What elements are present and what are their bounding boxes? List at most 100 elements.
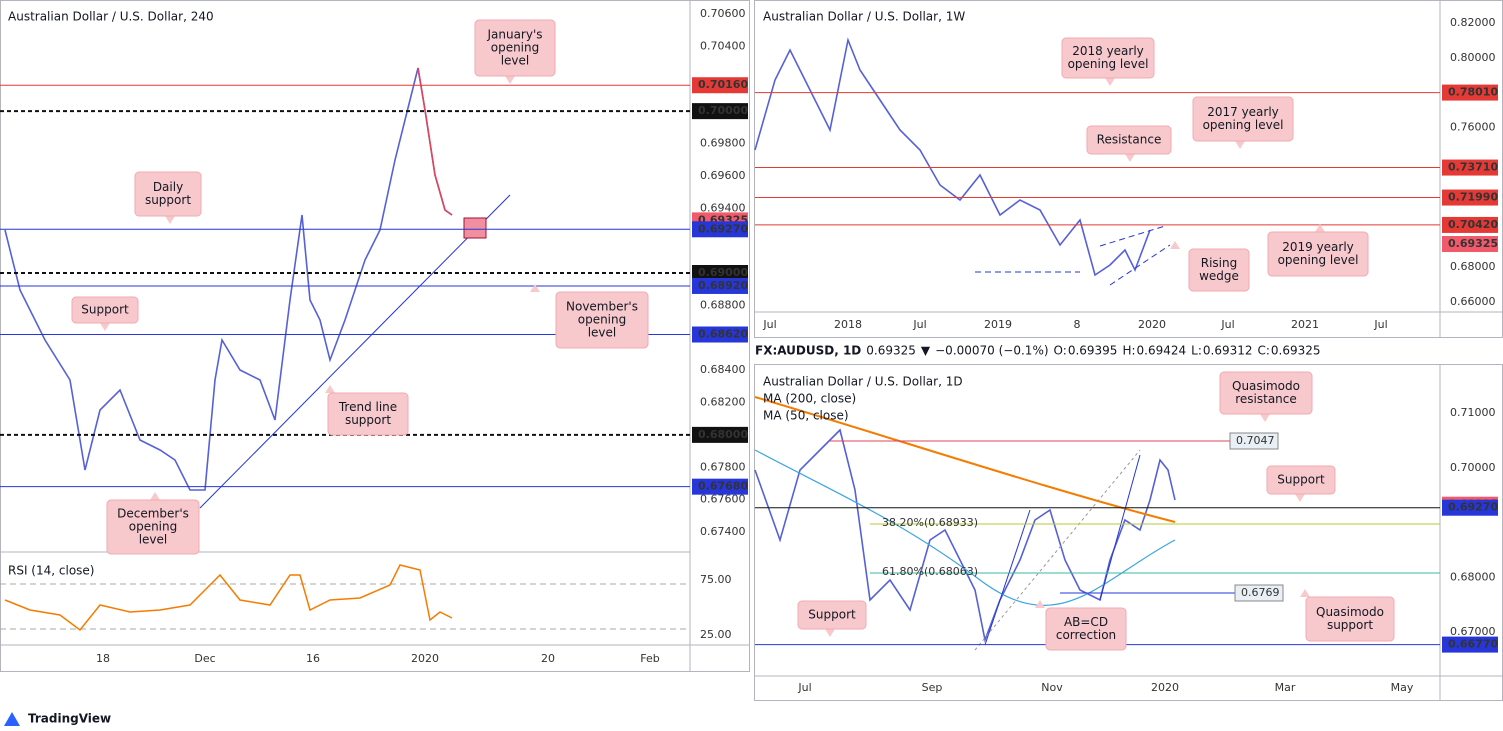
- price-label-box: [1229, 432, 1279, 450]
- callout: [555, 291, 649, 349]
- logo: [4, 712, 20, 726]
- level-label: 0.69270: [698, 222, 748, 235]
- date-label: 18: [96, 652, 110, 665]
- price-tick-label: 0.67000: [1450, 625, 1496, 638]
- level-tag: [692, 77, 748, 94]
- callout-text: Rising: [1201, 256, 1237, 270]
- callout-text: opening: [129, 520, 178, 534]
- abcd-lines: [974, 449, 1141, 651]
- level-label: 0.66770: [1448, 638, 1498, 651]
- date-label: 2018: [834, 318, 862, 331]
- callout-pointer: [325, 385, 335, 393]
- abcd-leg: [1099, 454, 1141, 601]
- price-tick-label: 0.69400: [700, 201, 746, 214]
- panel-frames: [0, 0, 1503, 701]
- quote-text: −0.00070 (−0.1%): [935, 344, 1048, 358]
- callout: [1219, 371, 1313, 415]
- callout-text: Quasimodo: [1316, 605, 1384, 619]
- level-label: 0.78010: [1448, 86, 1498, 99]
- callout-text: opening level: [1068, 57, 1149, 71]
- callout-text: opening level: [1203, 118, 1284, 132]
- callout-text: Resistance: [1097, 133, 1162, 147]
- level-tag: [692, 326, 748, 343]
- quote-text: 0.69424: [1137, 344, 1187, 358]
- level-label: 0.68620: [698, 328, 748, 341]
- callout-text: resistance: [1235, 392, 1297, 406]
- callout: [106, 499, 200, 555]
- left-frame: [0, 0, 750, 672]
- quote-text: C:: [1258, 344, 1270, 358]
- price-tick-label: 0.76000: [1450, 121, 1496, 134]
- price-tick-label: 0.80000: [1450, 51, 1496, 64]
- price-tick-label: 0.67400: [700, 525, 746, 538]
- date-label: Jul: [762, 318, 776, 331]
- callout-pointer: [100, 323, 110, 331]
- fib-label: 38.20%(0.68933): [882, 516, 978, 529]
- level-tag: [1442, 236, 1498, 253]
- date-label: 2020: [1138, 318, 1166, 331]
- daily-frame: [754, 364, 1503, 701]
- callout-text: Daily: [153, 180, 183, 194]
- callout-pointer: [1260, 414, 1270, 422]
- price-tick-label: 0.66000: [1450, 295, 1496, 308]
- callout-text: Quasimodo: [1232, 379, 1300, 393]
- date-label: Jul: [1373, 318, 1387, 331]
- zone-box: [463, 217, 487, 239]
- daily-price-path: [754, 428, 1176, 643]
- level-label: 0.71990: [1448, 191, 1498, 204]
- date-label: 20: [541, 652, 555, 665]
- date-label: 2020: [411, 652, 439, 665]
- callout-text: level: [501, 54, 530, 68]
- callout-text: wedge: [1199, 269, 1239, 283]
- abcd-leg: [984, 509, 1031, 646]
- callout-pointer: [825, 629, 835, 637]
- callout-text: 2018 yearly: [1072, 44, 1144, 58]
- quote-text: L:: [1191, 344, 1202, 358]
- date-label: Feb: [640, 652, 659, 665]
- indicator-label: MA (200, close): [763, 392, 856, 406]
- callout: [327, 392, 409, 436]
- price-tick-label: 0.70400: [700, 39, 746, 52]
- price-tick-label: 0.67800: [700, 460, 746, 473]
- price-label-box: [1234, 584, 1284, 602]
- level-tag: [692, 221, 748, 238]
- quote-text: O:: [1054, 344, 1067, 358]
- callout: [71, 296, 139, 324]
- price-tick-label: 0.70000: [1450, 461, 1496, 474]
- callout-text: December's: [117, 507, 189, 521]
- brand: TradingView: [28, 712, 111, 726]
- callout-text: Trend line: [338, 400, 397, 414]
- chart-title: Australian Dollar / U.S. Dollar, 1W: [763, 10, 965, 24]
- callout-pointer: [1035, 600, 1045, 608]
- trend-line: [199, 194, 511, 509]
- callout-text: support: [345, 413, 391, 427]
- wedge-line: [1099, 225, 1166, 247]
- callout-text: November's: [566, 300, 638, 314]
- level-tag: [692, 426, 748, 443]
- level-label: 0.67680: [698, 480, 748, 493]
- callout-pointer: [530, 284, 540, 292]
- rsi-tick-label: 25.00: [700, 628, 732, 641]
- callout-text: January's: [486, 28, 542, 42]
- level-tag: [1442, 636, 1498, 653]
- level-tag: [1442, 84, 1498, 101]
- callout: [1192, 96, 1294, 142]
- ma-50: [754, 449, 1176, 606]
- callout: [1086, 125, 1172, 155]
- date-label: Sep: [922, 681, 943, 694]
- date-label: 8: [1074, 318, 1081, 331]
- level-label: 0.70420: [1448, 218, 1498, 231]
- callout: [1266, 465, 1336, 495]
- level-label: 0.70160: [698, 78, 748, 91]
- callout-text: 2019 yearly: [1282, 240, 1354, 254]
- wedge: [975, 225, 1171, 286]
- level-label: 0.68920: [698, 279, 748, 292]
- price-tick-label: 0.69800: [700, 137, 746, 150]
- callout-text: level: [588, 326, 617, 340]
- quote-text: H:: [1122, 344, 1135, 358]
- callout-text: level: [139, 533, 168, 547]
- date-label: 2019: [984, 318, 1012, 331]
- callout-text: Support: [81, 303, 129, 317]
- wedge-line: [1109, 244, 1171, 286]
